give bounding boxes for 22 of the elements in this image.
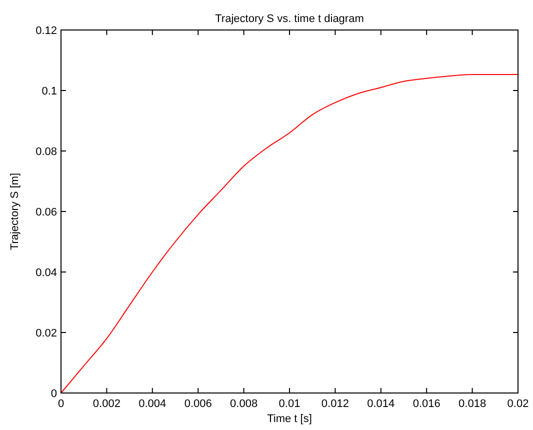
- x-tick-label: 0.016: [412, 398, 440, 410]
- y-tick-label: 0.04: [36, 267, 57, 279]
- x-tick-label: 0: [58, 398, 64, 410]
- x-tick-label: 0.004: [138, 398, 166, 410]
- x-tick-label: 0.018: [458, 398, 486, 410]
- y-axis-title: Trajectory S [m]: [9, 172, 21, 250]
- y-tick-label: 0.1: [42, 86, 57, 98]
- y-tick-label: 0: [50, 388, 57, 400]
- line-series: [60, 74, 518, 394]
- x-tick-label: 0.012: [321, 398, 349, 410]
- chart-title: Trajectory S vs. time t diagram: [215, 13, 364, 25]
- x-tick-label: 0.006: [184, 398, 212, 410]
- y-tick-label: 0.12: [36, 25, 57, 37]
- x-tick-label: 0.02: [507, 398, 529, 410]
- y-tick-label: 0.06: [36, 206, 57, 218]
- x-tick-label: 0.014: [367, 398, 395, 410]
- x-tick-label: 0.002: [92, 398, 120, 410]
- y-tick-label: 0.02: [36, 328, 57, 340]
- y-tick-label: 0.08: [36, 146, 57, 158]
- x-tick-label: 0.008: [230, 398, 258, 410]
- x-tick-label: 0.01: [278, 398, 300, 410]
- x-axis-title: Time t [s]: [267, 413, 312, 425]
